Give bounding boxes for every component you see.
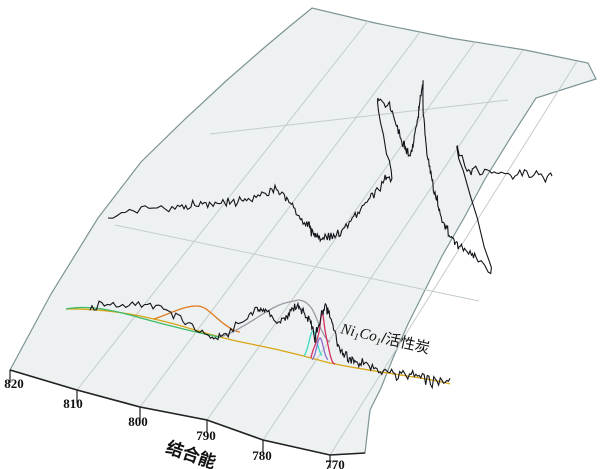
svg-text:790: 790 bbox=[196, 428, 216, 443]
svg-text:800: 800 bbox=[128, 414, 148, 429]
svg-text:810: 810 bbox=[63, 396, 83, 411]
svg-text:820: 820 bbox=[4, 376, 24, 391]
svg-text:770: 770 bbox=[325, 457, 345, 469]
svg-text:780: 780 bbox=[252, 448, 272, 463]
